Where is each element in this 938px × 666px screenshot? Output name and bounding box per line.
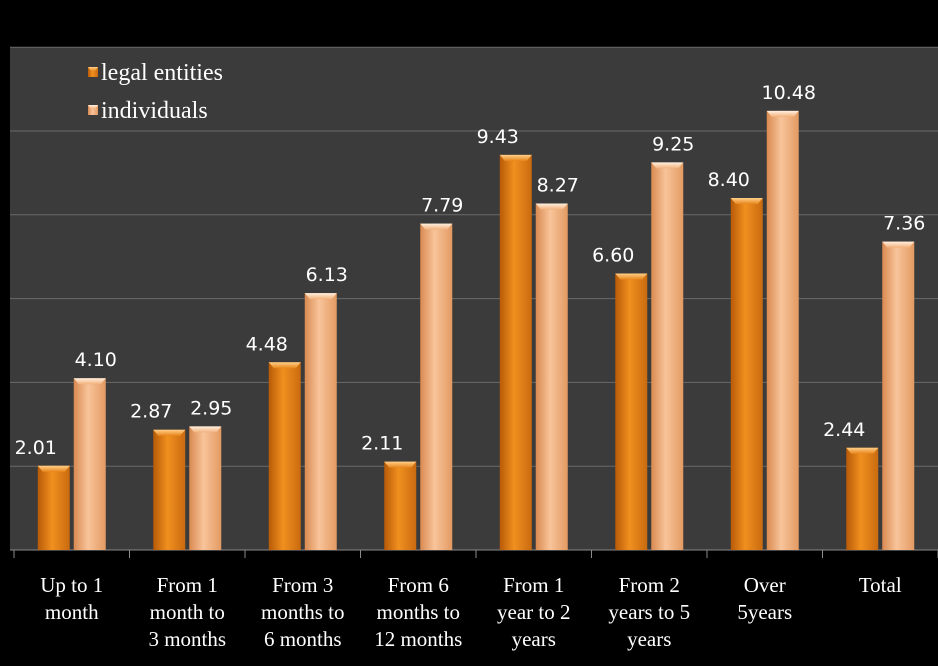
data-label: 10.48 [762, 82, 816, 104]
bar-body [268, 362, 301, 550]
bar-body [153, 429, 186, 550]
bar-body [882, 241, 915, 550]
x-tick-label: From 2 [619, 573, 680, 597]
bar-cap [153, 429, 186, 436]
bar-cap [384, 461, 417, 468]
legend-swatch [88, 67, 98, 77]
x-tick-label: years [627, 627, 671, 651]
x-tick-label: From 3 [272, 573, 333, 597]
data-label: 6.60 [592, 244, 634, 266]
bar-cap [499, 154, 532, 161]
legend-swatch [88, 105, 98, 115]
bar-cap [73, 378, 106, 385]
x-tick-label: From 6 [388, 573, 449, 597]
data-label: 9.25 [652, 133, 694, 155]
bar-cap [268, 362, 301, 369]
data-label: 2.95 [190, 397, 232, 419]
x-tick-label: 5years [737, 600, 792, 624]
bar-individuals [535, 203, 568, 550]
bar-cap [535, 203, 568, 210]
bar-cap [766, 110, 799, 117]
data-label: 8.40 [708, 169, 750, 191]
data-label: 2.87 [130, 401, 172, 423]
x-tick-label: 12 months [374, 627, 462, 651]
data-label: 7.36 [883, 213, 925, 235]
bar-individuals [651, 162, 684, 551]
x-tick-label: years [512, 627, 556, 651]
data-label: 2.44 [823, 419, 865, 441]
bar-legal-entities [384, 461, 417, 550]
bar-body [420, 223, 453, 550]
legend-label: legal entities [101, 60, 223, 86]
bar-cap [304, 293, 337, 300]
data-label: 9.43 [477, 126, 519, 148]
bar-cap [846, 447, 879, 454]
bar-individuals [420, 223, 453, 550]
bar-body [384, 461, 417, 550]
legend-item: individuals [88, 98, 208, 124]
data-label: 2.11 [361, 433, 403, 455]
legend: legal entities individuals [88, 60, 223, 124]
bar-individuals [73, 378, 106, 550]
bar-individuals [766, 110, 799, 550]
bar-individuals [304, 293, 337, 550]
x-tick-label: Over [744, 573, 786, 597]
bar-cap [730, 198, 763, 205]
bar-body [304, 293, 337, 550]
x-tick-label: years to 5 [608, 600, 690, 624]
bar-body [73, 378, 106, 550]
x-tick-label: 6 months [264, 627, 342, 651]
bar-cap [37, 465, 70, 472]
data-label: 8.27 [537, 174, 579, 196]
bar-body [651, 162, 684, 551]
bar-cap [420, 223, 453, 230]
bar-cap [189, 426, 222, 433]
bar-body [37, 465, 70, 550]
x-tick-label: month to [150, 600, 225, 624]
bar-legal-entities [499, 154, 532, 550]
bar-body [730, 198, 763, 551]
bar-legal-entities [846, 447, 879, 550]
bars [37, 110, 915, 551]
legend-item: legal entities [88, 60, 223, 86]
bar-body [615, 273, 648, 550]
x-tick-label: year to 2 [497, 600, 570, 624]
bar-body [846, 447, 879, 550]
bar-individuals [189, 426, 222, 550]
legend-label: individuals [101, 98, 208, 124]
x-tick-label: From 1 [157, 573, 218, 597]
x-tick-label: month [45, 600, 99, 624]
bar-cap [615, 273, 648, 280]
bar-legal-entities [153, 429, 186, 550]
bar-cap [882, 241, 915, 248]
bar-body [535, 203, 568, 550]
x-axis: Up to 1 month From 1 month to 3 months From 3… [13, 550, 938, 651]
data-label: 4.10 [75, 349, 117, 371]
x-tick-label: months to [261, 600, 344, 624]
bar-legal-entities [268, 362, 301, 550]
x-tick-label: Up to 1 [40, 573, 103, 597]
x-tick-label: 3 months [148, 627, 226, 651]
bar-body [499, 154, 532, 550]
data-labels: 2.01 4.10 2.87 2.95 4.48 6.13 2.11 7.79 9.43 8.27… [15, 82, 926, 459]
bar-legal-entities [730, 198, 763, 551]
x-tick-label: From 1 [503, 573, 564, 597]
bar-legal-entities [615, 273, 648, 550]
x-tick-label: Total [859, 573, 902, 597]
data-label: 7.79 [421, 195, 463, 217]
bar-body [189, 426, 222, 550]
data-label: 4.48 [246, 333, 288, 355]
bar-individuals [882, 241, 915, 550]
data-label: 6.13 [306, 264, 348, 286]
bar-body [766, 110, 799, 550]
legend-swatch-cap [88, 67, 98, 71]
bar-legal-entities [37, 465, 70, 550]
bar-cap [651, 162, 684, 169]
legend-swatch-cap [88, 105, 98, 109]
x-tick-label: months to [377, 600, 460, 624]
data-label: 2.01 [15, 437, 57, 459]
